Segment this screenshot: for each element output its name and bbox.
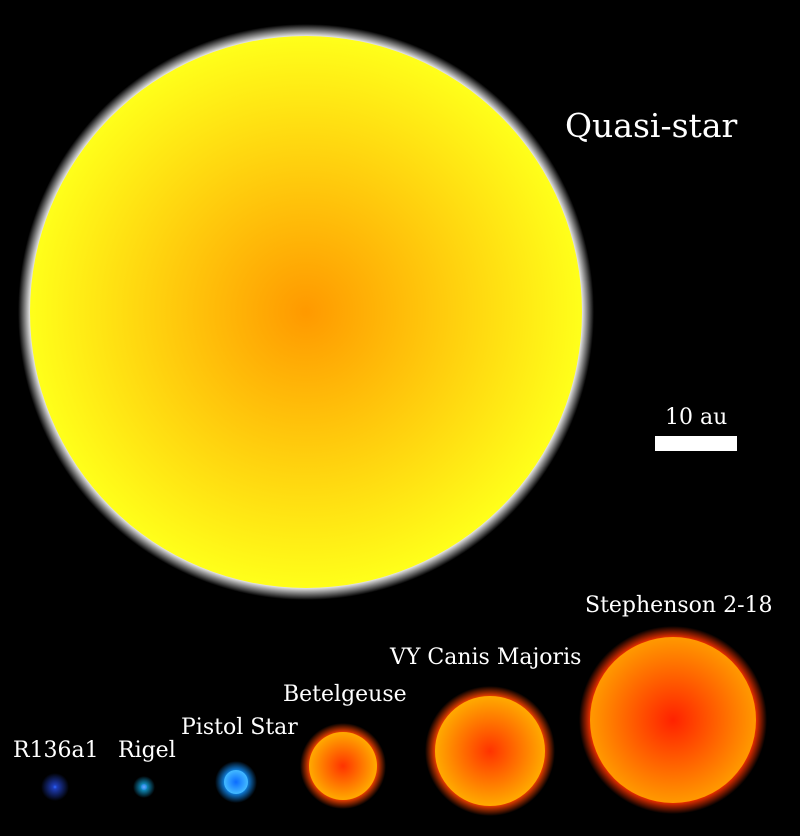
star-vy-canis-majoris <box>435 696 545 806</box>
star-quasi-star <box>30 36 582 588</box>
star-r136a1 <box>53 785 57 789</box>
label-r136a1: R136a1 <box>13 738 99 763</box>
label-stephenson-2-18: Stephenson 2-18 <box>585 593 773 618</box>
star-pistol-star <box>224 770 248 794</box>
label-pistol-star: Pistol Star <box>181 715 298 740</box>
scale-bar-label: 10 au <box>665 405 727 430</box>
scale-bar <box>655 436 737 451</box>
label-quasi-star: Quasi-star <box>565 106 737 145</box>
star-stephenson-2-18 <box>590 637 756 803</box>
label-betelgeuse: Betelgeuse <box>283 682 407 707</box>
label-rigel: Rigel <box>118 738 176 763</box>
star-betelgeuse <box>309 732 377 800</box>
label-vy-canis-majoris: VY Canis Majoris <box>389 645 581 670</box>
star-rigel <box>141 784 147 790</box>
